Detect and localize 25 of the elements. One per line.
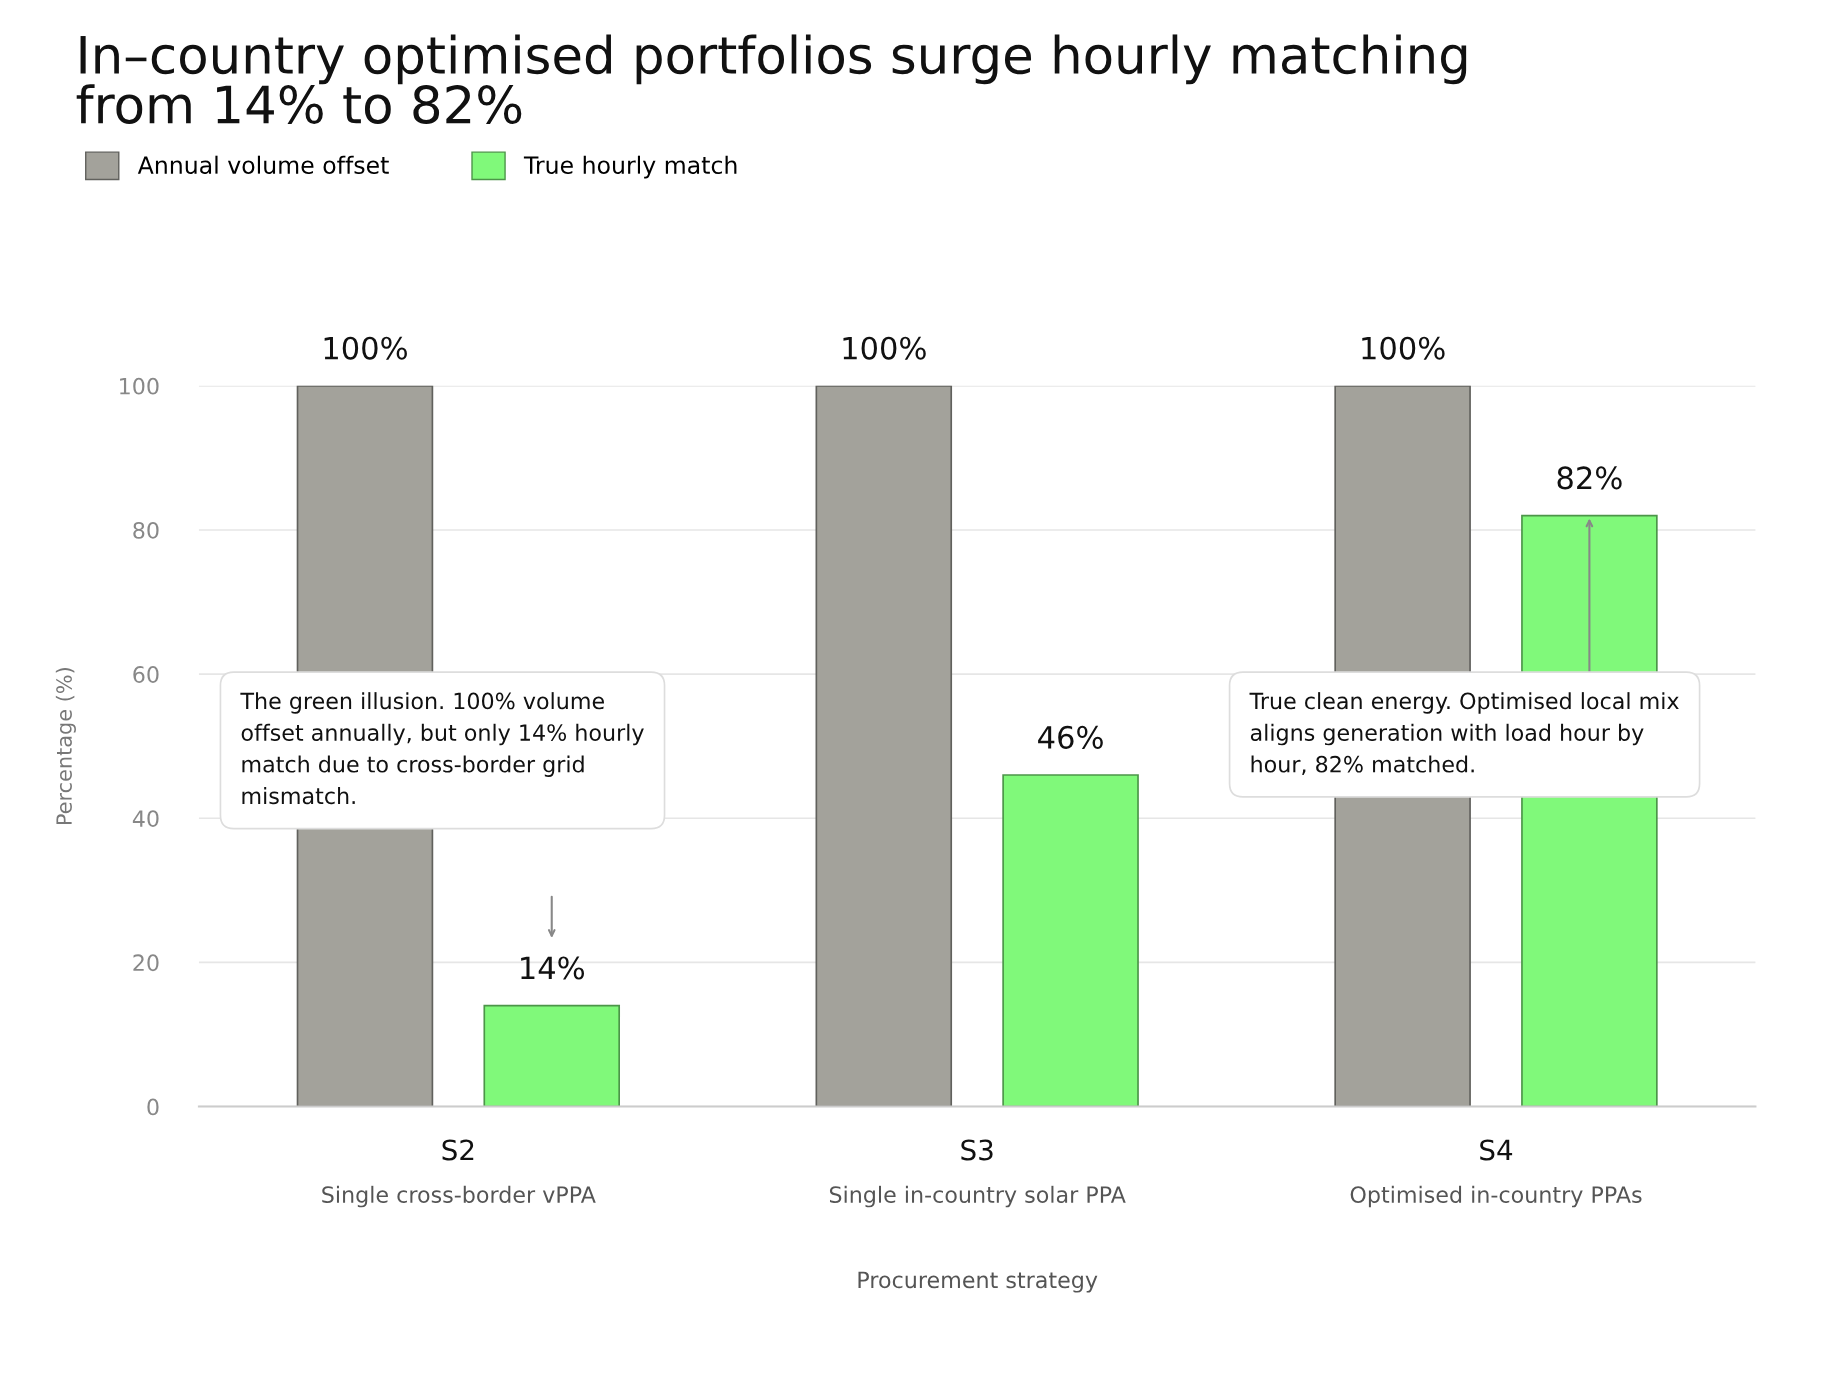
y-tick-label: 0 xyxy=(147,1098,159,1116)
bar xyxy=(483,1004,621,1107)
annotation: True clean energy. Optimised local mix aligns generation with load hour by hour, 82% matched. xyxy=(1249,692,1679,775)
annotation: The green illusion. 100% volume offset annually, but only 14% hourly match due to cross-border grid mismatch. xyxy=(240,692,644,805)
x-tick-label: S2 Single cross-border vPPA xyxy=(322,1139,596,1208)
data-label: 46% xyxy=(1038,725,1103,749)
x-tick-label: S4 Optimised in-country PPAs xyxy=(1350,1139,1642,1208)
legend-label: Annual volume offset xyxy=(137,155,389,174)
bar xyxy=(1002,774,1139,1107)
x-tick-label: S3 Single in-country solar PPA xyxy=(829,1139,1126,1208)
x-axis-title: Procurement strategy xyxy=(858,1271,1098,1293)
bar xyxy=(815,385,953,1107)
data-label: 100% xyxy=(324,336,407,360)
chart-title: In–country optimised portfolios surge hourly matching from 14% to 82% xyxy=(76,34,1467,124)
data-label: 14% xyxy=(521,956,585,980)
legend-label: True hourly match xyxy=(523,155,737,179)
y-axis-title: Percentage (%) xyxy=(55,668,76,825)
y-tick-label: 20 xyxy=(133,954,159,972)
y-tick-label: 40 xyxy=(132,810,159,828)
y-tick-label: 80 xyxy=(133,521,159,539)
data-label: 100% xyxy=(1362,336,1445,360)
y-tick-label: 60 xyxy=(133,666,159,683)
y-tick-label: 100 xyxy=(120,377,159,395)
data-label: 82% xyxy=(1557,466,1622,490)
data-label: 100% xyxy=(843,336,926,360)
